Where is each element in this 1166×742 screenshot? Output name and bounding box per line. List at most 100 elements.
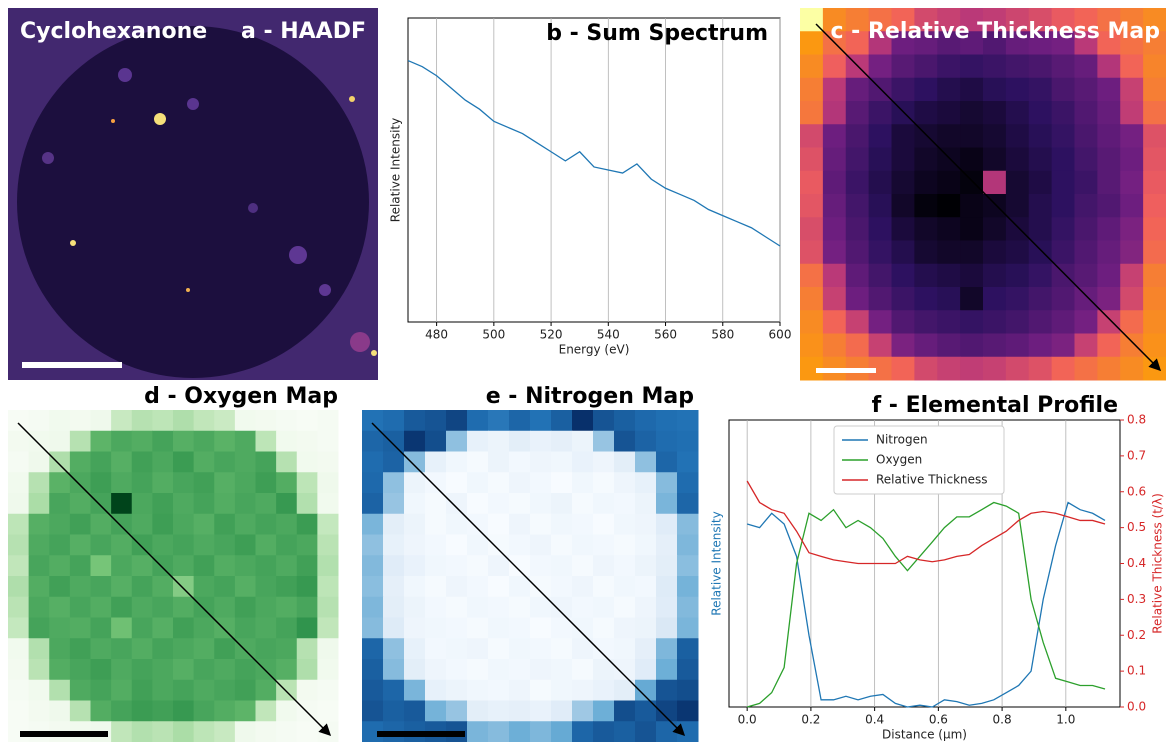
heatmap-cell — [362, 576, 384, 597]
heatmap-cell — [1097, 101, 1120, 125]
heatmap-cell — [1143, 357, 1166, 381]
heatmap-cell — [173, 659, 194, 680]
heatmap-cell — [530, 410, 552, 431]
heatmap-cell — [488, 618, 510, 639]
heatmap-cell — [8, 472, 29, 493]
heatmap-cell — [593, 410, 615, 431]
heatmap-cell — [214, 431, 235, 452]
heatmap-cell — [1006, 264, 1029, 288]
heatmap-cell — [572, 576, 594, 597]
heatmap-cell — [235, 452, 256, 473]
heatmap-cell — [362, 680, 384, 701]
heatmap-cell — [656, 452, 678, 473]
heatmap-cell — [91, 535, 112, 556]
heatmap-cell — [593, 701, 615, 722]
heatmap-cell — [983, 334, 1006, 358]
heatmap-cell — [1052, 124, 1075, 148]
heatmap-cell — [530, 472, 552, 493]
heatmap-cell — [214, 535, 235, 556]
heatmap-cell — [892, 217, 915, 241]
heatmap-cell — [29, 555, 50, 576]
heatmap-cell — [152, 701, 173, 722]
heatmap-cell — [614, 431, 636, 452]
heatmap-cell — [572, 431, 594, 452]
heatmap-cell — [235, 638, 256, 659]
heatmap-cell — [1052, 148, 1075, 172]
heatmap-cell — [404, 576, 426, 597]
heatmap-cell — [173, 576, 194, 597]
heatmap-cell — [656, 680, 678, 701]
heatmap-cell — [194, 410, 215, 431]
heatmap-cell — [362, 659, 384, 680]
heatmap-cell — [914, 334, 937, 358]
heatmap-cell — [1143, 124, 1166, 148]
heatmap-cell — [276, 576, 297, 597]
heatmap-cell — [297, 576, 318, 597]
heatmap-cell — [635, 597, 657, 618]
heatmap-cell — [235, 431, 256, 452]
legend-label: Nitrogen — [876, 433, 928, 447]
panel-title: a - HAADF — [241, 19, 366, 44]
heatmap-cell — [1143, 101, 1166, 125]
heatmap-cell — [1029, 148, 1052, 172]
heatmap-cell — [276, 493, 297, 514]
heatmap-cell — [551, 576, 573, 597]
y2-tick-label: 0.0 — [1127, 700, 1146, 714]
heatmap-cell — [173, 597, 194, 618]
heatmap-cell — [593, 535, 615, 556]
heatmap-cell — [91, 680, 112, 701]
heatmap-cell — [132, 452, 153, 473]
heatmap-cell — [1143, 148, 1166, 172]
heatmap-cell — [823, 101, 846, 125]
heatmap-cell — [800, 287, 823, 311]
heatmap-cell — [1052, 241, 1075, 265]
heatmap-cell — [404, 555, 426, 576]
heatmap-cell — [846, 194, 869, 218]
heatmap-cell — [49, 472, 70, 493]
heatmap-cell — [488, 410, 510, 431]
heatmap-cell — [530, 535, 552, 556]
heatmap-cell — [846, 264, 869, 288]
heatmap-cell — [235, 535, 256, 556]
heatmap-cell — [404, 452, 426, 473]
heatmap-cell — [914, 194, 937, 218]
heatmap-cell — [404, 472, 426, 493]
heatmap-cell — [1075, 357, 1098, 381]
heatmap-cell — [111, 514, 132, 535]
heatmap-cell — [1075, 78, 1098, 102]
heatmap-cell — [530, 659, 552, 680]
x-tick-label: 0.8 — [993, 713, 1012, 727]
heatmap-cell — [914, 124, 937, 148]
heatmap-cell — [869, 241, 892, 265]
heatmap-cell — [1143, 194, 1166, 218]
heatmap-cell — [317, 638, 338, 659]
heatmap-cell — [383, 535, 405, 556]
heatmap-cell — [1006, 287, 1029, 311]
heatmap-cell — [614, 535, 636, 556]
heatmap-cell — [297, 638, 318, 659]
heatmap-cell — [1143, 171, 1166, 195]
heatmap-cell — [132, 638, 153, 659]
heatmap-cell — [614, 721, 636, 742]
heatmap-cell — [1075, 194, 1098, 218]
heatmap-cell — [383, 576, 405, 597]
heatmap-cell — [111, 638, 132, 659]
heatmap-cell — [572, 721, 594, 742]
heatmap-cell — [29, 638, 50, 659]
heatmap-cell — [1006, 357, 1029, 381]
heatmap-cell — [383, 410, 405, 431]
heatmap-cell — [276, 638, 297, 659]
heatmap-cell — [297, 535, 318, 556]
heatmap-cell — [152, 555, 173, 576]
heatmap-cell — [173, 618, 194, 639]
heatmap-cell — [256, 680, 277, 701]
heatmap-cell — [488, 514, 510, 535]
heatmap-cell — [111, 576, 132, 597]
heatmap-cell — [937, 194, 960, 218]
x-tick-label: 0.6 — [929, 713, 948, 727]
heatmap-cell — [551, 659, 573, 680]
heatmap-cell — [317, 535, 338, 556]
heatmap-cell — [823, 148, 846, 172]
heatmap-cell — [91, 452, 112, 473]
legend-label: Oxygen — [876, 453, 922, 467]
